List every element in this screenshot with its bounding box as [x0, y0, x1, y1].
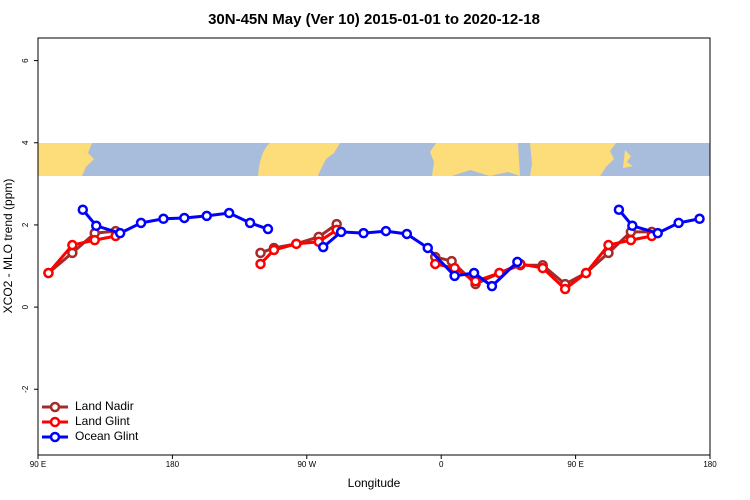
- point: [223, 207, 235, 219]
- x-tick-label: 90 E: [567, 460, 583, 469]
- point: [43, 267, 54, 279]
- point: [486, 280, 498, 292]
- point: [158, 213, 169, 225]
- legend-marker: [49, 431, 61, 443]
- point: [268, 244, 280, 256]
- point: [255, 258, 266, 270]
- y-tick-label: -2: [21, 385, 30, 393]
- point: [449, 270, 460, 282]
- y-tick-label: 0: [21, 304, 30, 309]
- x-tick-label: 180: [166, 460, 180, 469]
- point: [625, 234, 637, 246]
- point: [512, 256, 523, 268]
- point: [613, 204, 625, 215]
- point: [468, 267, 480, 279]
- point: [429, 258, 441, 270]
- point: [201, 210, 212, 222]
- point: [244, 217, 256, 229]
- point: [135, 217, 147, 229]
- x-tick-label: 90 E: [30, 460, 46, 469]
- point: [262, 223, 274, 235]
- point: [77, 204, 89, 215]
- x-tick-label: 180: [703, 460, 717, 469]
- point: [358, 227, 369, 239]
- point: [401, 228, 413, 240]
- point: [255, 247, 266, 259]
- point: [652, 227, 663, 239]
- point: [603, 239, 614, 251]
- point: [317, 241, 329, 253]
- x-axis-label: Longitude: [348, 476, 401, 490]
- point: [179, 212, 190, 224]
- point: [89, 234, 100, 246]
- point: [559, 283, 571, 295]
- legend-label: Land Nadir: [75, 399, 134, 413]
- y-tick-label: 4: [21, 140, 30, 145]
- legend-marker: [49, 401, 61, 413]
- y-tick-label: 2: [21, 222, 30, 227]
- x-tick-label: 90 W: [297, 460, 316, 469]
- point: [67, 239, 78, 251]
- x-tick-label: 0: [439, 460, 444, 469]
- point: [470, 275, 481, 287]
- point: [627, 220, 638, 232]
- map-band: [38, 143, 710, 176]
- point: [380, 225, 392, 237]
- y-tick-label: 6: [21, 58, 30, 63]
- legend-marker: [49, 416, 61, 428]
- point: [580, 267, 592, 279]
- point: [537, 262, 548, 274]
- point: [694, 213, 705, 225]
- point: [422, 242, 434, 254]
- y-axis-label: XCO2 - MLO trend (ppm): [1, 179, 15, 314]
- legend-label: Ocean Glint: [75, 429, 139, 443]
- point: [673, 217, 684, 229]
- plot-frame: [37, 37, 711, 456]
- legend-label: Land Glint: [75, 414, 130, 428]
- point: [114, 227, 126, 239]
- point: [335, 226, 347, 238]
- chart-title: 30N-45N May (Ver 10) 2015-01-01 to 2020-…: [208, 11, 540, 28]
- point: [90, 220, 102, 232]
- point: [291, 238, 302, 250]
